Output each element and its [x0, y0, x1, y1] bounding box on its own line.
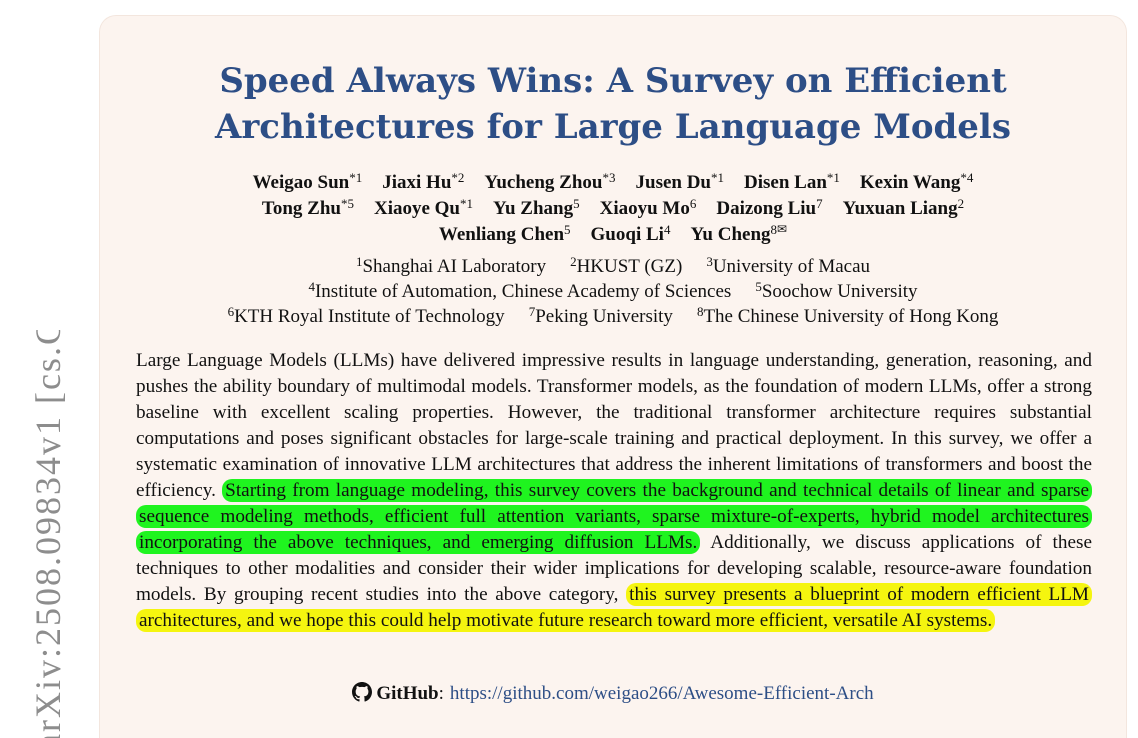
affiliation: 7Peking University: [528, 304, 673, 327]
author-affiliation-mark: *3: [602, 170, 616, 185]
author: Kexin Wang*4: [859, 170, 974, 193]
affiliation-line: 4Institute of Automation, Chinese Academ…: [100, 279, 1126, 304]
author-name: Yu Cheng: [690, 224, 771, 245]
author-name: Kexin Wang: [859, 172, 961, 193]
affiliation-name: Institute of Automation, Chinese Academy…: [314, 281, 732, 302]
affiliation-line: 1Shanghai AI Laboratory 2HKUST (GZ) 3Unive…: [100, 254, 1126, 279]
author-affiliation-mark: 2: [957, 196, 965, 211]
affiliation-list: 1Shanghai AI Laboratory 2HKUST (GZ) 3Unive…: [100, 254, 1126, 329]
author-affiliation-mark: 8: [770, 222, 778, 237]
affiliation-number: 5: [755, 279, 762, 294]
author-name: Guoqi Li: [590, 224, 664, 245]
github-label: GitHub: [376, 683, 439, 704]
affiliation: 1Shanghai AI Laboratory: [355, 254, 547, 277]
affiliation: 6KTH Royal Institute of Technology: [227, 304, 505, 327]
author-affiliation-mark: *2: [451, 170, 465, 185]
github-link[interactable]: https://github.com/weigao266/Awesome-Eff…: [449, 683, 874, 704]
author-affiliation-mark: 7: [816, 196, 823, 211]
affiliation-name: Peking University: [535, 306, 673, 327]
affiliation-name: University of Macau: [712, 256, 871, 277]
author-name: Jusen Du: [635, 172, 712, 193]
author-list: Weigao Sun*1 Jiaxi Hu*2 Yucheng Zhou*3 Juse…: [100, 170, 1126, 248]
affiliation-number: 2: [570, 254, 577, 269]
author-line: Tong Zhu*5 Xiaoye Qu*1 Yu Zhang5 Xiaoyu Mo6…: [100, 196, 1126, 222]
affiliation-line: 6KTH Royal Institute of Technology 7Pekin…: [100, 304, 1126, 329]
affiliation-number: 3: [706, 254, 713, 269]
author-affiliation-mark: 4: [663, 222, 671, 237]
paper-title: Speed Always Wins: A Survey on Efficient…: [215, 61, 1011, 147]
affiliation: 3University of Macau: [706, 254, 871, 277]
arxiv-stamp-text: arXiv:2508.09834v1 [cs.CL] 13 Aug 2025: [28, 330, 68, 738]
author: Jiaxi Hu*2: [382, 170, 465, 193]
author-affiliation-mark: *1: [711, 170, 724, 185]
abstract-highlight-green: Starting from language modeling, this su…: [136, 479, 1092, 554]
author: Daizong Liu7: [716, 196, 823, 219]
author-line: Weigao Sun*1 Jiaxi Hu*2 Yucheng Zhou*3 Juse…: [100, 170, 1126, 196]
author-name: Yuxuan Liang: [842, 198, 958, 219]
author: Yu Cheng8✉: [690, 222, 788, 245]
author: Yuxuan Liang2: [842, 196, 965, 219]
affiliation-name: KTH Royal Institute of Technology: [234, 306, 505, 327]
author: Xiaoye Qu*1: [373, 196, 473, 219]
affiliation-number: 1: [355, 254, 363, 269]
author-affiliation-mark: *1: [460, 196, 473, 211]
affiliation-name: The Chinese University of Hong Kong: [703, 306, 999, 327]
affiliation: 4Institute of Automation, Chinese Academ…: [308, 279, 732, 302]
abstract: Large Language Models (LLMs) have delive…: [136, 348, 1092, 634]
affiliation-number: 8: [696, 304, 704, 319]
author: Wenliang Chen5: [438, 222, 571, 245]
affiliation-name: HKUST (GZ): [576, 256, 683, 277]
author-name: Xiaoye Qu: [373, 198, 460, 219]
author-name: Daizong Liu: [716, 198, 817, 219]
author: Weigao Sun*1: [252, 170, 363, 193]
abstract-text-1: Large Language Models (LLMs) have delive…: [136, 350, 1092, 501]
affiliation: 5Soochow University: [755, 279, 918, 302]
github-line: GitHub: https://github.com/weigao266/Awes…: [100, 681, 1126, 707]
affiliation-name: Soochow University: [761, 281, 918, 302]
author: Tong Zhu*5: [261, 196, 354, 219]
author-name: Yucheng Zhou: [484, 172, 603, 193]
author: Xiaoyu Mo6: [599, 196, 697, 219]
author-name: Jiaxi Hu: [382, 172, 452, 193]
affiliation-number: 7: [528, 304, 536, 319]
author: Jusen Du*1: [635, 170, 725, 193]
author-line: Wenliang Chen5 Guoqi Li4 Yu Cheng8✉: [100, 222, 1126, 248]
affiliation-number: 6: [227, 304, 235, 319]
affiliation: 8The Chinese University of Hong Kong: [696, 304, 999, 327]
author: Guoqi Li4: [590, 222, 671, 245]
author-affiliation-mark: 5: [564, 222, 571, 237]
author-name: Yu Zhang: [493, 198, 574, 219]
author-name: Wenliang Chen: [438, 224, 565, 245]
author-name: Weigao Sun: [252, 172, 350, 193]
affiliation-name: Shanghai AI Laboratory: [362, 256, 547, 277]
abstract-text-2: Additionally, we discuss applications of…: [136, 532, 1092, 605]
author: Yu Zhang5: [493, 196, 580, 219]
author-name: Disen Lan: [744, 172, 827, 193]
arxiv-stamp: arXiv:2508.09834v1 [cs.CL] 13 Aug 2025: [20, 330, 76, 738]
affiliation-number: 4: [308, 279, 315, 294]
author-affiliation-mark: *1: [349, 170, 363, 185]
author-name: Xiaoyu Mo: [599, 198, 690, 219]
author: Disen Lan*1: [744, 170, 840, 193]
author-name: Tong Zhu: [261, 198, 341, 219]
author-affiliation-mark: 5: [573, 196, 580, 211]
author-affiliation-mark: *5: [340, 196, 354, 211]
affiliation: 2HKUST (GZ): [570, 254, 683, 277]
author-affiliation-mark: 6: [689, 196, 697, 211]
author: Yucheng Zhou*3: [484, 170, 616, 193]
github-icon: [352, 682, 373, 702]
author-affiliation-mark: *4: [960, 170, 974, 185]
author-affiliation-mark: *1: [826, 170, 840, 185]
